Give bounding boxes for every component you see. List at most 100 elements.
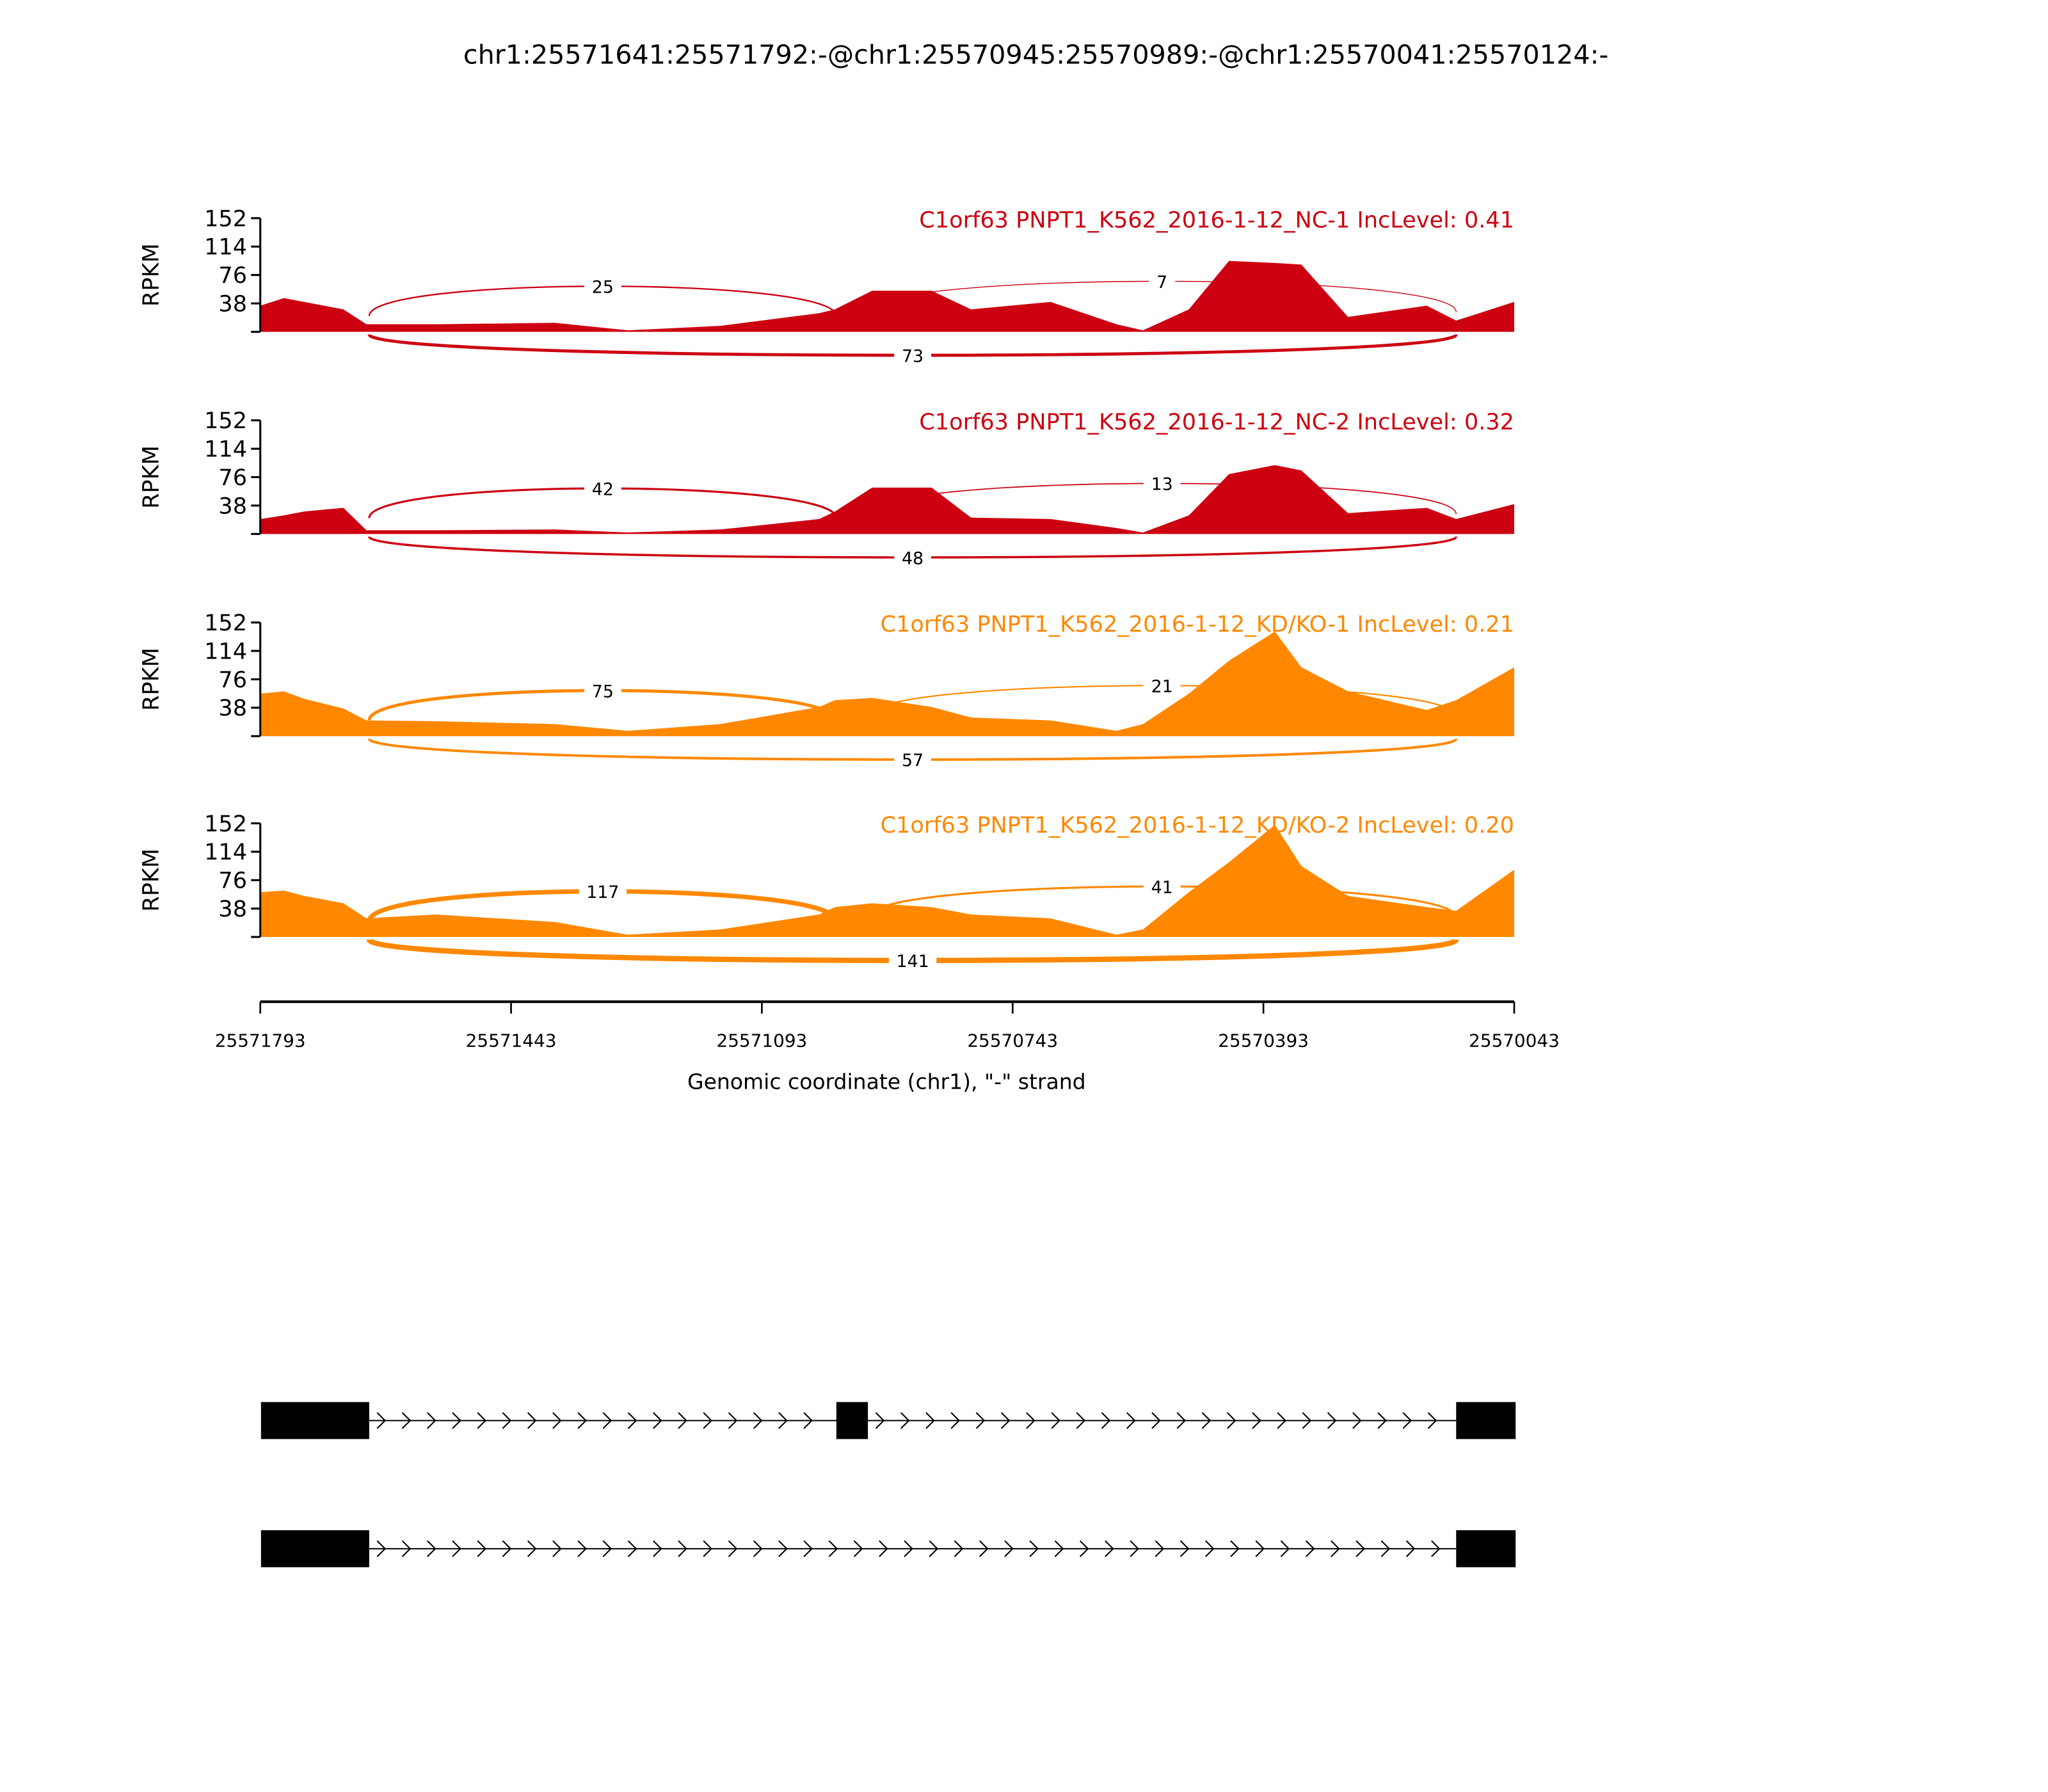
y-tick-label: 152 [204, 408, 247, 434]
sample-label: C1orf63 PNPT1_K562_2016-1-12_KD/KO-2 Inc… [881, 812, 1514, 838]
strand-arrow-icon [929, 1540, 939, 1557]
sample-label: C1orf63 PNPT1_K562_2016-1-12_NC-1 IncLev… [919, 207, 1514, 233]
y-tick-label: 38 [218, 896, 247, 922]
junction-label-bg [584, 680, 621, 701]
strand-arrow-icon [527, 1412, 537, 1429]
strand-arrow-icon [925, 1412, 935, 1429]
gene-models [260, 1402, 1516, 1567]
junction-count-label: 57 [902, 751, 924, 771]
strand-arrow-icon [1305, 1540, 1315, 1557]
y-tick-label: 38 [218, 493, 247, 519]
strand-arrow-icon [904, 1540, 913, 1557]
strand-arrow-icon [900, 1412, 910, 1429]
strand-arrow-icon [552, 1540, 562, 1557]
strand-arrow-icon [1029, 1540, 1039, 1557]
y-tick-label: 76 [218, 262, 247, 289]
junction-count-label: 13 [1151, 475, 1173, 495]
x-tick-label: 25571093 [716, 1030, 807, 1051]
strand-arrow-icon [1201, 1412, 1212, 1429]
junction-count-label: 48 [902, 548, 924, 568]
y-axis-label: RPKM [138, 243, 164, 307]
strand-arrow-icon [1277, 1412, 1286, 1429]
strand-arrow-icon [678, 1412, 687, 1429]
junction-count-label: 73 [902, 346, 924, 366]
strand-arrow-icon [728, 1540, 738, 1557]
y-tick-label: 114 [204, 638, 247, 664]
strand-arrow-icon [1076, 1412, 1086, 1429]
strand-arrow-icon [527, 1540, 537, 1557]
junction-label-bg [888, 950, 937, 972]
strand-arrow-icon [452, 1412, 461, 1429]
strand-arrow-icon [1051, 1412, 1060, 1429]
strand-arrow-icon [828, 1540, 838, 1557]
strand-arrow-icon [426, 1540, 436, 1557]
strand-arrow-icon [1405, 1540, 1416, 1557]
y-tick-label: 114 [204, 234, 247, 260]
y-tick-label: 114 [204, 436, 247, 463]
strand-arrow-icon [1327, 1412, 1337, 1429]
strand-arrow-icon [401, 1540, 412, 1557]
strand-arrow-icon [703, 1412, 713, 1429]
x-tick-label: 25570393 [1218, 1030, 1309, 1051]
y-tick-label: 114 [204, 839, 247, 865]
junction-label-bg [894, 547, 931, 568]
y-tick-label: 76 [218, 868, 247, 894]
strand-arrow-icon [753, 1540, 763, 1557]
strand-arrow-icon [477, 1412, 487, 1429]
exon-block [260, 1530, 369, 1567]
junction-count-label: 21 [1151, 677, 1173, 697]
strand-arrow-icon [778, 1412, 788, 1429]
junction-count-label: 42 [592, 479, 614, 499]
strand-arrow-icon [803, 1412, 813, 1429]
strand-arrow-icon [1280, 1540, 1290, 1557]
strand-arrow-icon [577, 1412, 587, 1429]
strand-arrow-icon [502, 1540, 512, 1557]
strand-arrow-icon [1180, 1540, 1190, 1557]
junction-count-label: 25 [592, 278, 614, 298]
strand-arrow-icon [975, 1412, 986, 1429]
strand-arrow-icon [954, 1540, 964, 1557]
junction-count-label: 7 [1156, 273, 1167, 292]
x-tick-label: 25571443 [466, 1030, 557, 1051]
junction-label-bg [1143, 675, 1181, 696]
strand-arrow-icon [1155, 1540, 1165, 1557]
junction-label-bg [1143, 472, 1181, 494]
strand-arrow-icon [376, 1412, 387, 1429]
strand-arrow-icon [1101, 1412, 1111, 1429]
strand-arrow-icon [1252, 1412, 1261, 1429]
y-tick-label: 38 [218, 291, 247, 317]
chart-title: chr1:25571641:25571792:-@chr1:25570945:2… [463, 39, 1608, 70]
y-tick-label: 152 [204, 610, 247, 636]
strand-arrow-icon [376, 1540, 387, 1557]
strand-arrow-icon [477, 1540, 487, 1557]
strand-arrow-icon [1079, 1540, 1089, 1557]
y-tick-label: 152 [204, 811, 247, 837]
strand-arrow-icon [1302, 1412, 1312, 1429]
sample-label: C1orf63 PNPT1_K562_2016-1-12_KD/KO-1 Inc… [881, 611, 1514, 637]
strand-arrow-icon [1176, 1412, 1187, 1429]
junction-label-bg [894, 749, 931, 771]
strand-arrow-icon [552, 1412, 562, 1429]
strand-arrow-icon [879, 1540, 888, 1557]
strand-arrow-icon [703, 1540, 713, 1557]
coverage-area [260, 824, 1514, 937]
transcript-model [260, 1402, 1516, 1439]
strand-arrow-icon [1377, 1412, 1387, 1429]
strand-arrow-icon [452, 1540, 461, 1557]
strand-arrow-icon [577, 1540, 587, 1557]
strand-arrow-icon [979, 1540, 989, 1557]
junction-label-bg [894, 344, 931, 366]
junction-label-bg [584, 275, 621, 297]
y-tick-label: 38 [218, 695, 247, 721]
y-axis-label: RPKM [138, 648, 164, 711]
y-axis-label: RPKM [138, 445, 164, 509]
strand-arrow-icon [1026, 1412, 1036, 1429]
exon-block [1456, 1530, 1516, 1567]
strand-arrow-icon [1331, 1540, 1340, 1557]
strand-arrow-icon [1380, 1540, 1391, 1557]
y-axis-label: RPKM [138, 849, 164, 912]
strand-arrow-icon [653, 1412, 662, 1429]
